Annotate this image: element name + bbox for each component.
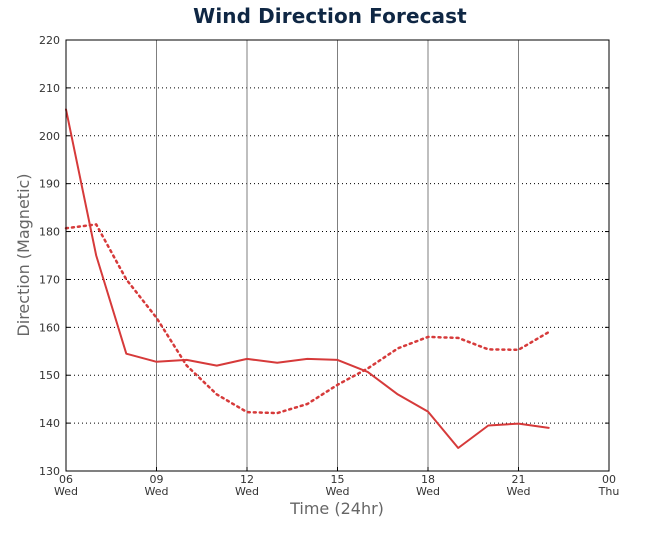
y-tick-label: 170 — [39, 273, 60, 286]
data-point — [487, 424, 489, 426]
data-point — [517, 422, 519, 424]
x-axis-label: Time (24hr) — [289, 499, 384, 518]
grid-layer — [66, 40, 609, 471]
x-tick-sublabel: Thu — [598, 485, 620, 498]
data-point — [95, 223, 97, 225]
data-point — [185, 364, 187, 366]
data-point — [216, 364, 218, 366]
data-point — [306, 358, 308, 360]
y-tick-label: 210 — [39, 82, 60, 95]
data-point — [366, 371, 368, 373]
data-point — [547, 331, 549, 333]
data-point — [246, 411, 248, 413]
data-point — [487, 348, 489, 350]
data-point — [95, 254, 97, 256]
x-tick-sublabel: Wed — [235, 485, 259, 498]
data-point — [336, 359, 338, 361]
data-point — [155, 361, 157, 363]
data-point — [547, 427, 549, 429]
y-tick-label: 220 — [39, 34, 60, 47]
y-tick-label: 130 — [39, 465, 60, 478]
data-point — [125, 278, 127, 280]
y-tick-label: 150 — [39, 369, 60, 382]
series-line-dotted — [64, 223, 550, 415]
data-point — [366, 367, 368, 369]
x-tick-label: 18 — [421, 473, 435, 486]
series-layer — [64, 108, 550, 449]
x-tick-sublabel: Wed — [326, 485, 350, 498]
y-axis-label: Direction (Magnetic) — [14, 173, 33, 336]
data-point — [457, 447, 459, 449]
y-tick-label: 200 — [39, 130, 60, 143]
data-point — [457, 337, 459, 339]
data-point — [276, 362, 278, 364]
data-point — [246, 358, 248, 360]
x-tick-label: 00 — [602, 473, 616, 486]
y-tick-label: 190 — [39, 178, 60, 191]
tick-layer: 13014015016017018019020021022006Wed09Wed… — [39, 34, 619, 498]
x-tick-sublabel: Wed — [54, 485, 78, 498]
series-line-solid — [65, 108, 550, 449]
data-point — [427, 336, 429, 338]
y-tick-label: 140 — [39, 417, 60, 430]
data-point — [397, 393, 399, 395]
y-tick-label: 180 — [39, 226, 60, 239]
x-tick-sublabel: Wed — [145, 485, 169, 498]
x-tick-label: 15 — [331, 473, 345, 486]
x-tick-sublabel: Wed — [507, 485, 531, 498]
x-tick-label: 09 — [150, 473, 164, 486]
chart-title: Wind Direction Forecast — [193, 4, 467, 28]
data-point — [517, 349, 519, 351]
x-tick-sublabel: Wed — [416, 485, 440, 498]
x-tick-label: 12 — [240, 473, 254, 486]
data-point — [427, 410, 429, 412]
data-point — [306, 403, 308, 405]
y-tick-label: 160 — [39, 321, 60, 334]
data-point — [155, 317, 157, 319]
data-point — [125, 352, 127, 354]
data-point — [397, 347, 399, 349]
data-point — [185, 359, 187, 361]
data-point — [216, 393, 218, 395]
data-point — [336, 384, 338, 386]
x-tick-label: 21 — [512, 473, 526, 486]
x-tick-label: 06 — [59, 473, 73, 486]
data-point — [276, 412, 278, 414]
